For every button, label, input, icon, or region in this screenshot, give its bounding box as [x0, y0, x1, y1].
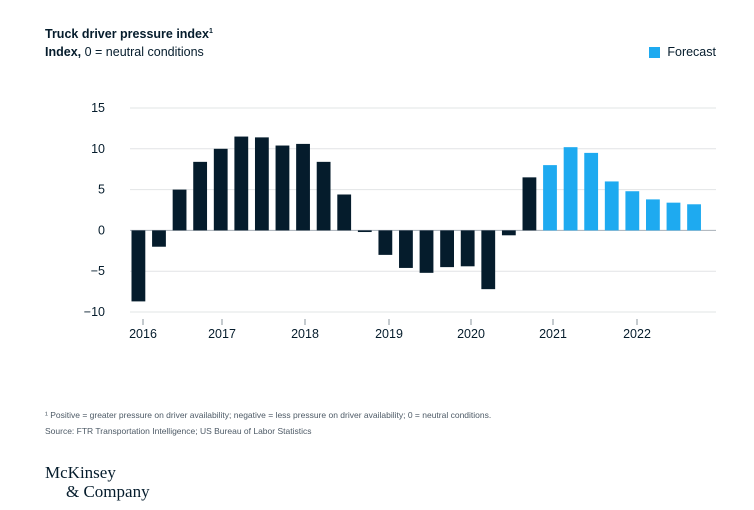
bar-historical	[275, 145, 290, 231]
bar-historical	[234, 136, 249, 231]
bar-historical	[193, 161, 208, 231]
bar-historical	[522, 177, 537, 231]
bar-historical	[501, 230, 516, 236]
footnote: ¹ Positive = greater pressure on driver …	[45, 410, 492, 420]
x-tick-label: 2021	[539, 327, 567, 341]
x-tick-label: 2017	[208, 327, 236, 341]
y-tick-label: 0	[98, 223, 105, 237]
bar-forecast	[584, 152, 599, 231]
source: Source: FTR Transportation Intelligence;…	[45, 426, 312, 436]
bar-historical	[152, 230, 166, 247]
bar-historical	[460, 230, 475, 267]
footnote-block: ¹ Positive = greater pressure on driver …	[45, 407, 491, 439]
logo-line-1: McKinsey	[45, 463, 116, 482]
logo-line-2: & Company	[66, 482, 150, 501]
bar-forecast	[687, 204, 701, 231]
bar-historical	[172, 189, 187, 231]
bar-historical	[296, 143, 310, 231]
bar-historical	[378, 230, 393, 255]
bar-forecast	[543, 165, 557, 231]
y-tick-label: −5	[91, 264, 105, 278]
y-tick-label: 10	[91, 142, 105, 156]
bar-chart: 15 10 5 0 −5 −10 2016 2017 2018 2019 2020 2021 2022	[84, 101, 716, 341]
chart-subtitle: Index, 0 = neutral conditions	[45, 45, 204, 59]
bar-historical	[440, 230, 454, 268]
legend-label-forecast: Forecast	[667, 45, 716, 59]
subtitle-bold: Index,	[45, 45, 82, 59]
chart-title: Truck driver pressure index1	[45, 27, 213, 41]
bar-historical	[254, 137, 269, 231]
x-tick-label: 2022	[623, 327, 651, 341]
x-tick-label: 2018	[291, 327, 319, 341]
legend: Forecast	[649, 45, 716, 59]
bar-forecast	[563, 147, 578, 231]
bar-historical	[213, 148, 228, 231]
legend-swatch-forecast	[649, 46, 661, 58]
bar-historical	[399, 230, 413, 268]
bar-historical	[419, 230, 434, 273]
bar-historical	[357, 230, 372, 233]
y-tick-label: −10	[84, 305, 105, 319]
title-footnote-marker: 1	[208, 27, 213, 35]
mckinsey-logo: McKinsey & Company	[45, 463, 150, 501]
y-tick-label: 15	[91, 101, 105, 115]
subtitle-rest: 0 = neutral conditions	[81, 45, 204, 59]
bar-forecast	[666, 202, 681, 231]
y-tick-label: 5	[98, 183, 105, 197]
bar-forecast	[625, 191, 640, 231]
bar-historical	[131, 230, 146, 302]
bar-historical	[337, 194, 352, 231]
bar-forecast	[604, 181, 619, 231]
bar-historical	[481, 230, 496, 290]
x-tick-label: 2016	[129, 327, 157, 341]
x-tick-label: 2020	[457, 327, 485, 341]
x-tick-label: 2019	[375, 327, 403, 341]
bar-historical	[316, 161, 331, 231]
bar-forecast	[646, 199, 660, 231]
